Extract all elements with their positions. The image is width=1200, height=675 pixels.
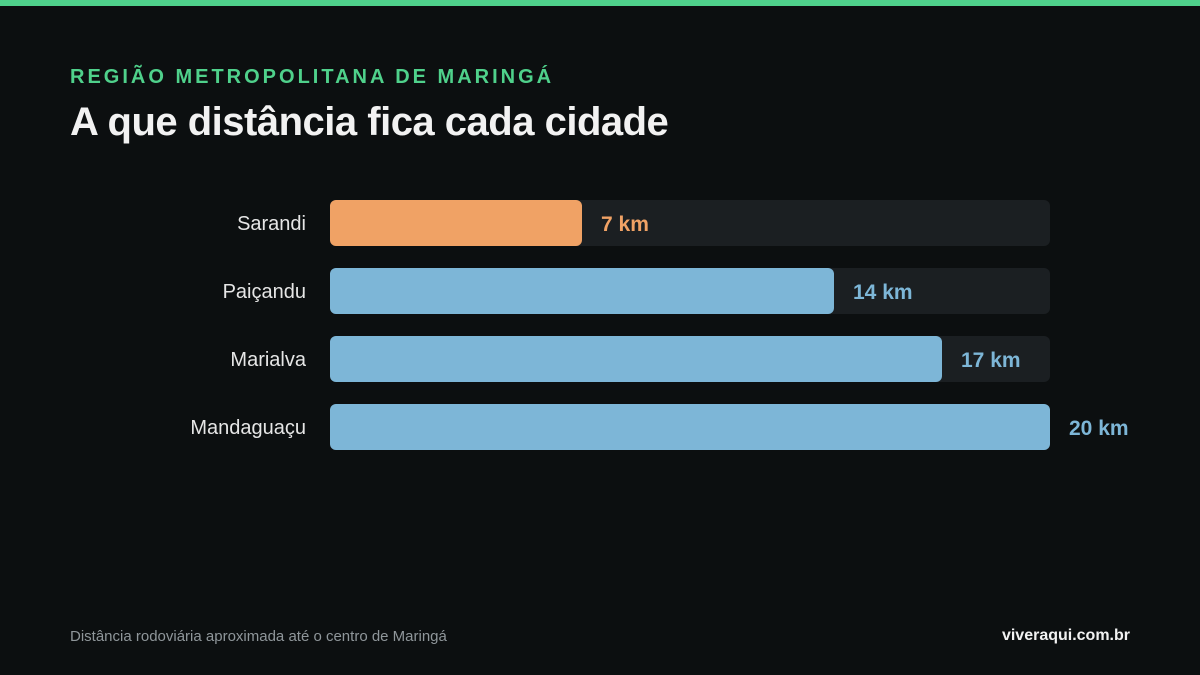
chart-title: A que distância fica cada cidade xyxy=(70,100,669,144)
eyebrow-label: REGIÃO METROPOLITANA DE MARINGÁ xyxy=(70,66,555,88)
site-url[interactable]: viveraqui.com.br xyxy=(1001,627,1130,644)
value-label: 7 km xyxy=(601,213,649,236)
value-label: 20 km xyxy=(1069,417,1129,440)
bar xyxy=(330,200,582,246)
category-label: Sarandi xyxy=(237,213,306,235)
value-label: 14 km xyxy=(853,281,913,304)
category-label: Paiçandu xyxy=(223,281,306,303)
footnote: Distância rodoviária aproximada até o ce… xyxy=(70,628,447,645)
top-accent-bar xyxy=(0,0,1200,6)
bar xyxy=(330,336,942,382)
category-label: Mandaguaçu xyxy=(190,417,306,439)
bar xyxy=(330,268,834,314)
value-label: 17 km xyxy=(961,349,1021,372)
category-label: Marialva xyxy=(230,349,306,371)
bar xyxy=(330,404,1050,450)
